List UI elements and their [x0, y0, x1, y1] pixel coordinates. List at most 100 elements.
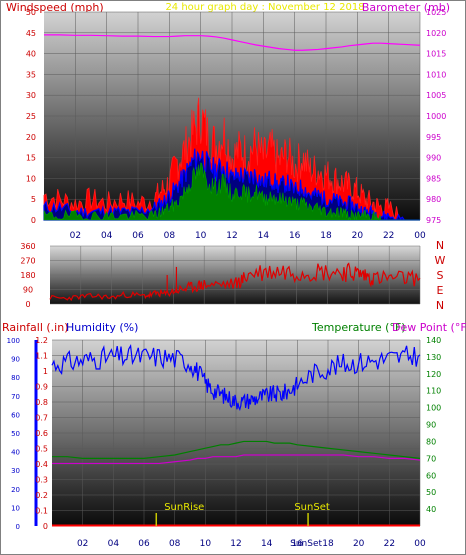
wind-tick-label: 35: [26, 70, 36, 79]
humidity-tick-label: 40: [11, 449, 20, 457]
climate-series: [51, 344, 421, 527]
rain-tick-label: 0.1: [35, 507, 48, 516]
wind-x-axis: 02 04 06 08 10 12 14 16 18 20 22 00: [70, 231, 426, 241]
rain-tick-label: 0.6: [35, 429, 48, 438]
temperature-tick-label: 40: [426, 505, 436, 514]
barometer-tick-label: 990: [426, 154, 441, 163]
wind-axis-title: Windspeed (mph): [6, 1, 104, 14]
barometer-tick-label: 1025: [426, 8, 446, 17]
climate-x-tick-label: 18: [322, 539, 334, 549]
humidity-tick-label: 30: [11, 467, 20, 475]
direction-tick-label: 0: [25, 300, 30, 309]
rainfall-axis-title: Rainfall (.in): [2, 321, 69, 334]
temperature-y-axis: 40 50 60 70 80 90 100 110 120 130 140: [426, 336, 441, 514]
climate-gridlines: [52, 339, 421, 527]
dewpoint-line: [52, 454, 421, 465]
wind-series: [43, 34, 421, 222]
humidity-tick-label: 20: [11, 486, 20, 494]
direction-y-axis: 0 90 180 270 360: [20, 242, 35, 309]
humidity-tick-label: 80: [11, 374, 20, 382]
temperature-tick-label: 140: [426, 336, 441, 345]
rain-tick-label: 0.8: [35, 398, 48, 407]
direction-line: [49, 262, 421, 302]
temperature-tick-label: 60: [426, 471, 436, 480]
direction-tick-label: 180: [20, 271, 35, 280]
wind-low-area: [43, 162, 420, 222]
barometer-tick-label: 975: [426, 216, 441, 225]
barometer-line: [44, 34, 421, 51]
wind-tick-label: 50: [26, 8, 36, 17]
wind-tick-label: 15: [26, 154, 36, 163]
temperature-axis-title: Temperature (°F): [311, 321, 406, 334]
compass-n-top: N: [436, 239, 444, 252]
compass-e: E: [437, 284, 444, 297]
direction-tick-label: 270: [20, 257, 35, 266]
sunset-axis-label: SunSet: [290, 539, 322, 549]
wind-tick-label: 40: [26, 50, 36, 59]
direction-series: [49, 262, 421, 302]
temperature-tick-label: 100: [426, 404, 441, 413]
wind-tick-label: 0: [31, 216, 36, 225]
climate-x-tick-label: 04: [108, 539, 120, 549]
climate-x-tick-label: 06: [138, 539, 150, 549]
rain-tick-label: 0.7: [35, 414, 48, 423]
climate-x-tick-label: 02: [77, 539, 88, 549]
sunrise-label: SunRise: [164, 502, 204, 513]
wind-tick-label: 20: [26, 133, 36, 142]
wind-y-axis: 0 5 10 15 20 25 30 35 40 45 50: [26, 8, 36, 225]
dewpoint-axis-title: Dew Point (°F): [392, 321, 466, 334]
barometer-tick-label: 1005: [426, 91, 446, 100]
climate-x-axis: 02 04 06 08 10 12 14 16 18 20 22 00: [77, 539, 426, 549]
climate-x-tick-label: 12: [230, 539, 241, 549]
barometer-axis-title: Barometer (mb): [362, 1, 450, 14]
humidity-tick-label: 50: [11, 430, 20, 438]
temperature-tick-label: 50: [426, 488, 436, 497]
barometer-tick-label: 1000: [426, 112, 446, 121]
wind-tick-label: 10: [26, 174, 36, 183]
wind-gust-area: [43, 97, 420, 221]
wind-x-tick-label: 20: [352, 231, 364, 241]
climate-panel: 0 0.1 0.2 0.3 0.4 0.5 0.6 0.7 0.8 0.9 1 1.1 1.2 0 10 2…: [7, 336, 442, 549]
wind-x-tick-label: 12: [226, 231, 237, 241]
temperature-tick-label: 110: [426, 387, 441, 396]
rain-y-axis: 0 0.1 0.2 0.3 0.4 0.5 0.6 0.7 0.8 0.9 1 1.1 1.2: [35, 336, 48, 531]
compass-w: W: [435, 254, 446, 267]
barometer-tick-label: 980: [426, 195, 441, 204]
humidity-line: [51, 344, 421, 412]
rain-tick-label: 1.2: [35, 336, 48, 345]
temperature-tick-label: 80: [426, 437, 436, 446]
wind-tick-label: 5: [31, 195, 36, 204]
rain-tick-label: 0.9: [35, 383, 48, 392]
wind-x-tick-label: 22: [383, 231, 394, 241]
humidity-tick-label: 90: [11, 356, 20, 364]
temperature-tick-label: 70: [426, 454, 436, 463]
direction-gridlines: [50, 245, 421, 305]
wind-tick-label: 30: [26, 91, 36, 100]
direction-tick-label: 90: [23, 286, 33, 295]
climate-x-tick-label: 00: [414, 539, 426, 549]
barometer-y-axis: 975 980 985 990 995 1000 1005 1010 1015 1020 1025: [426, 8, 446, 225]
rain-tick-label: 0.5: [35, 445, 48, 454]
temperature-tick-label: 90: [426, 421, 436, 430]
humidity-tick-label: 60: [11, 411, 20, 419]
rain-tick-label: 0.2: [35, 491, 48, 500]
wind-x-tick-label: 18: [320, 231, 332, 241]
climate-x-tick-label: 22: [384, 539, 395, 549]
humidity-axis-title: Humidity (%): [66, 321, 138, 334]
compass-n-bottom: N: [436, 299, 444, 312]
wind-x-tick-label: 04: [101, 231, 113, 241]
sun-markers: SunRise SunSet SunSet: [155, 502, 330, 549]
wind-x-tick-label: 06: [132, 231, 144, 241]
barometer-tick-label: 985: [426, 174, 441, 183]
humidity-tick-label: 0: [16, 523, 20, 531]
temperature-tick-label: 120: [426, 370, 441, 379]
climate-x-tick-label: 16: [292, 539, 304, 549]
climate-x-tick-label: 20: [353, 539, 365, 549]
wind-x-tick-label: 10: [195, 231, 207, 241]
chart-title: 24 hour graph day : November 12 2018: [165, 2, 364, 13]
barometer-tick-label: 1020: [426, 29, 446, 38]
sunset-label: SunSet: [294, 502, 330, 513]
wind-x-tick-label: 08: [164, 231, 176, 241]
temperature-line: [52, 440, 421, 459]
